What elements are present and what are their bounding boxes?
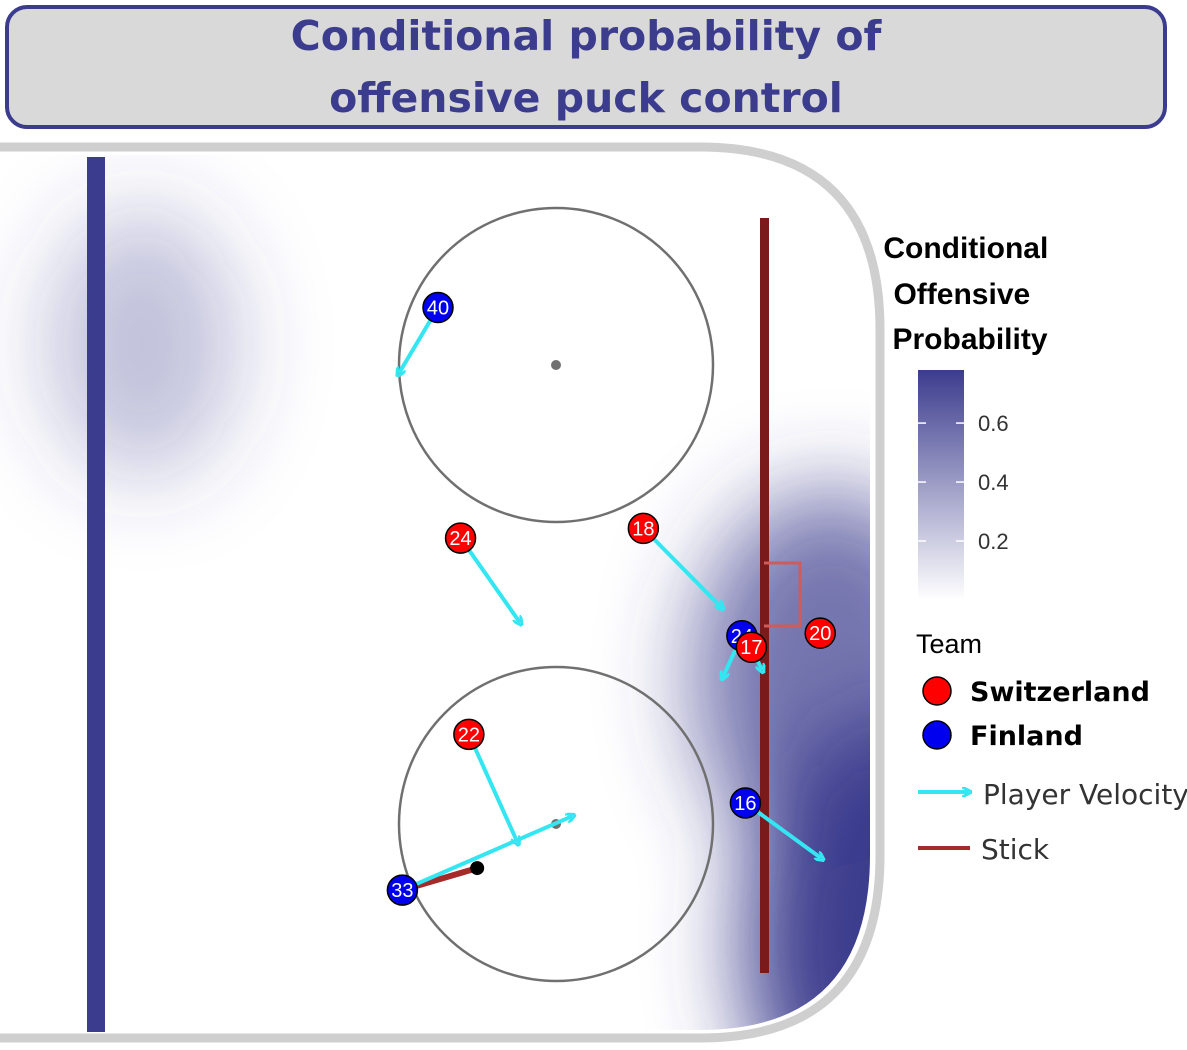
goal-net xyxy=(764,561,802,628)
player-marker: 33 xyxy=(386,874,419,906)
player-marker: 16 xyxy=(729,787,762,819)
title-banner: Conditional probability of offensive puc… xyxy=(5,5,1167,129)
marker-legend: Player Velocity Stick xyxy=(918,778,1187,866)
player-number: 18 xyxy=(632,518,654,540)
velocity-arrow xyxy=(467,733,518,842)
colorbar-tick-label: 0.4 xyxy=(978,470,1009,495)
velocity-arrow xyxy=(458,536,520,622)
player-dot xyxy=(735,631,768,663)
rink-boards xyxy=(0,142,885,1043)
probability-hotspot xyxy=(47,208,238,479)
legend-finland-label: Finland xyxy=(970,721,1083,752)
player-marker: 18 xyxy=(627,512,660,545)
player-marker: 20 xyxy=(804,617,836,649)
player-number: 16 xyxy=(734,793,756,815)
player-number: 22 xyxy=(458,724,480,746)
team-legend-title: Team xyxy=(916,629,982,659)
puck xyxy=(470,861,485,876)
legend-velocity-label: Player Velocity xyxy=(983,778,1187,811)
legend-finland-dot xyxy=(922,720,952,750)
player-number: 17 xyxy=(740,637,762,659)
colorbar-legend: Conditional Offensive Probability 0.2 0.4… xyxy=(883,232,1056,600)
faceoff-circle-top xyxy=(397,206,715,524)
faceoff-circle-bottom xyxy=(397,665,715,983)
player-marker: 22 xyxy=(453,718,485,751)
player-dot xyxy=(453,718,485,751)
player-number: 40 xyxy=(427,298,449,320)
player-marker: 17 xyxy=(735,631,768,663)
team-legend: Team Switzerland Finland xyxy=(916,629,1150,752)
blue-line xyxy=(87,157,105,1032)
colorbar xyxy=(918,370,964,600)
colorbar-tick-label: 0.2 xyxy=(978,529,1009,554)
velocity-arrow xyxy=(641,526,721,607)
player-marker: 40 xyxy=(422,291,454,324)
player-dot xyxy=(804,617,836,649)
player-layer: 401824242017221633 xyxy=(386,291,836,906)
colorbar-title-line-2: Offensive xyxy=(893,278,1030,311)
player-dot xyxy=(444,522,477,554)
chart-title: Conditional probability of offensive puc… xyxy=(290,12,882,122)
player-dot xyxy=(729,787,762,819)
colorbar-title-line-3: Probability xyxy=(892,323,1047,356)
colorbar-title-line-1: Conditional xyxy=(883,232,1048,265)
player-dot xyxy=(386,874,419,906)
legend-stick-label: Stick xyxy=(981,833,1050,866)
player-number: 20 xyxy=(809,623,831,645)
player-dot xyxy=(422,291,454,324)
goal-line xyxy=(760,218,769,973)
player-number: 33 xyxy=(391,880,413,902)
faceoff-dot-top xyxy=(551,360,561,370)
player-number: 24 xyxy=(449,528,471,550)
colorbar-title: Conditional Offensive Probability xyxy=(883,232,1056,356)
colorbar-tick-label: 0.6 xyxy=(978,411,1009,436)
velocity-arrow xyxy=(401,816,572,892)
legend-switzerland-label: Switzerland xyxy=(970,677,1150,708)
player-marker: 24 xyxy=(444,522,477,554)
player-dot xyxy=(627,512,660,545)
legend-switzerland-dot xyxy=(922,676,952,706)
